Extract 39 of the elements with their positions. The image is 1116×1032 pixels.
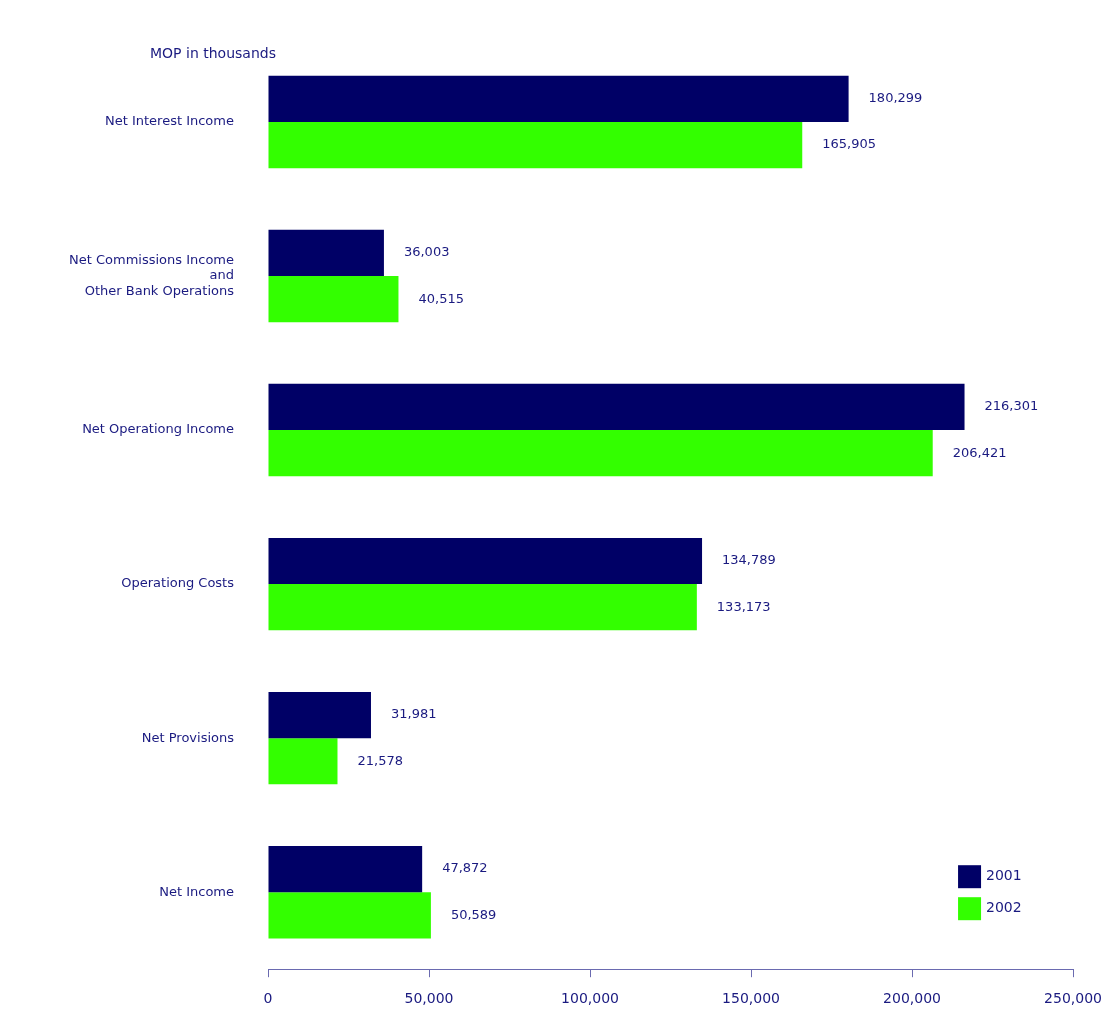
x-tick-label: 200,000	[883, 990, 941, 1007]
x-tick-label: 50,000	[404, 990, 454, 1007]
bar	[268, 537, 703, 585]
bar	[268, 229, 384, 277]
bar	[268, 276, 399, 323]
y-tick-label: Net Operationg Income	[82, 421, 234, 437]
chart-title: MOP in thousands	[150, 45, 276, 61]
x-tick-label: 250,000	[1044, 990, 1103, 1007]
data-label: 206,421	[952, 444, 1007, 460]
bar	[268, 892, 431, 939]
data-label: 47,872	[442, 860, 488, 876]
bar	[268, 845, 423, 893]
bar	[268, 75, 849, 123]
y-tick-label: Net Income	[159, 883, 234, 899]
legend-label: 2001	[986, 867, 1022, 884]
data-label: 21,578	[357, 752, 403, 768]
x-tick-label: 150,000	[722, 990, 780, 1007]
data-label: 216,301	[984, 398, 1039, 414]
data-label: 180,299	[868, 90, 923, 106]
y-tick-label: Net Commissions Income and Other Bank Operations	[68, 251, 235, 299]
y-tick-label: Net Interest Income	[104, 113, 234, 129]
y-tick-label: Net Provisions	[141, 729, 235, 745]
data-label: 133,173	[716, 598, 771, 614]
bar	[268, 738, 338, 785]
bar	[268, 122, 803, 169]
bar	[268, 584, 697, 631]
data-label: 165,905	[822, 136, 877, 152]
x-tick-label: 0	[263, 990, 273, 1007]
y-tick-label: Operationg Costs	[121, 575, 235, 591]
data-label: 50,589	[450, 906, 497, 922]
bar	[268, 691, 371, 739]
legend-label: 2002	[986, 899, 1022, 916]
data-label: 134,789	[722, 552, 776, 568]
bar	[268, 383, 965, 431]
x-tick-label: 100,000	[561, 990, 619, 1007]
data-label: 40,515	[418, 290, 464, 306]
bar	[268, 430, 933, 477]
data-label: 36,003	[403, 244, 450, 260]
data-label: 31,981	[390, 706, 437, 722]
